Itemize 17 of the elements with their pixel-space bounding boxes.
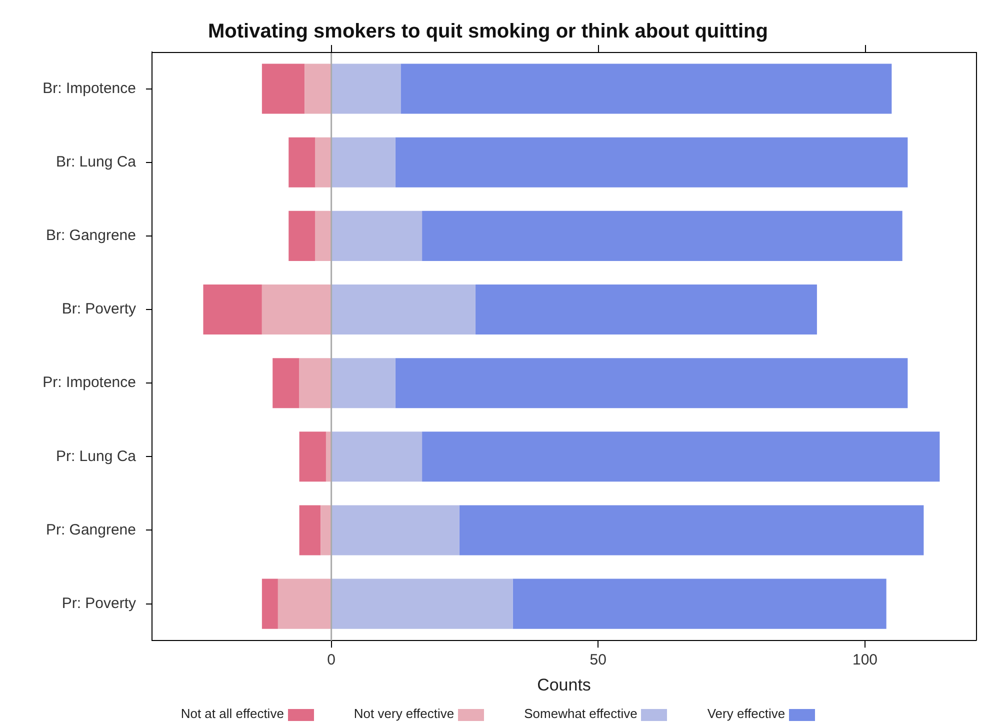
- y-tick-label: Br: Poverty: [62, 300, 136, 318]
- y-tick-label: Pr: Gangrene: [46, 521, 136, 538]
- y-tick-label: Pr: Lung Ca: [56, 448, 137, 465]
- legend-label: Not very effective: [354, 706, 454, 721]
- x-tick-label: 100: [852, 652, 878, 669]
- y-tick-label: Br: Impotence: [42, 80, 136, 97]
- legend-label: Somewhat effective: [524, 706, 638, 721]
- y-tick-label: Pr: Poverty: [62, 594, 136, 612]
- y-tick-label: Br: Lung Ca: [56, 154, 137, 171]
- x-axis-title: Counts: [537, 675, 591, 694]
- x-tick-label: 0: [327, 652, 336, 669]
- x-tick-label: 50: [590, 652, 606, 669]
- legend-label: Not at all effective: [180, 706, 284, 721]
- y-tick-label: Pr: Impotence: [42, 374, 136, 392]
- chart-title: Motivating smokers to quit smoking or think about quitting: [208, 20, 768, 43]
- y-tick-label: Br: Gangrene: [46, 227, 136, 244]
- legend-label: Very effective: [707, 706, 786, 721]
